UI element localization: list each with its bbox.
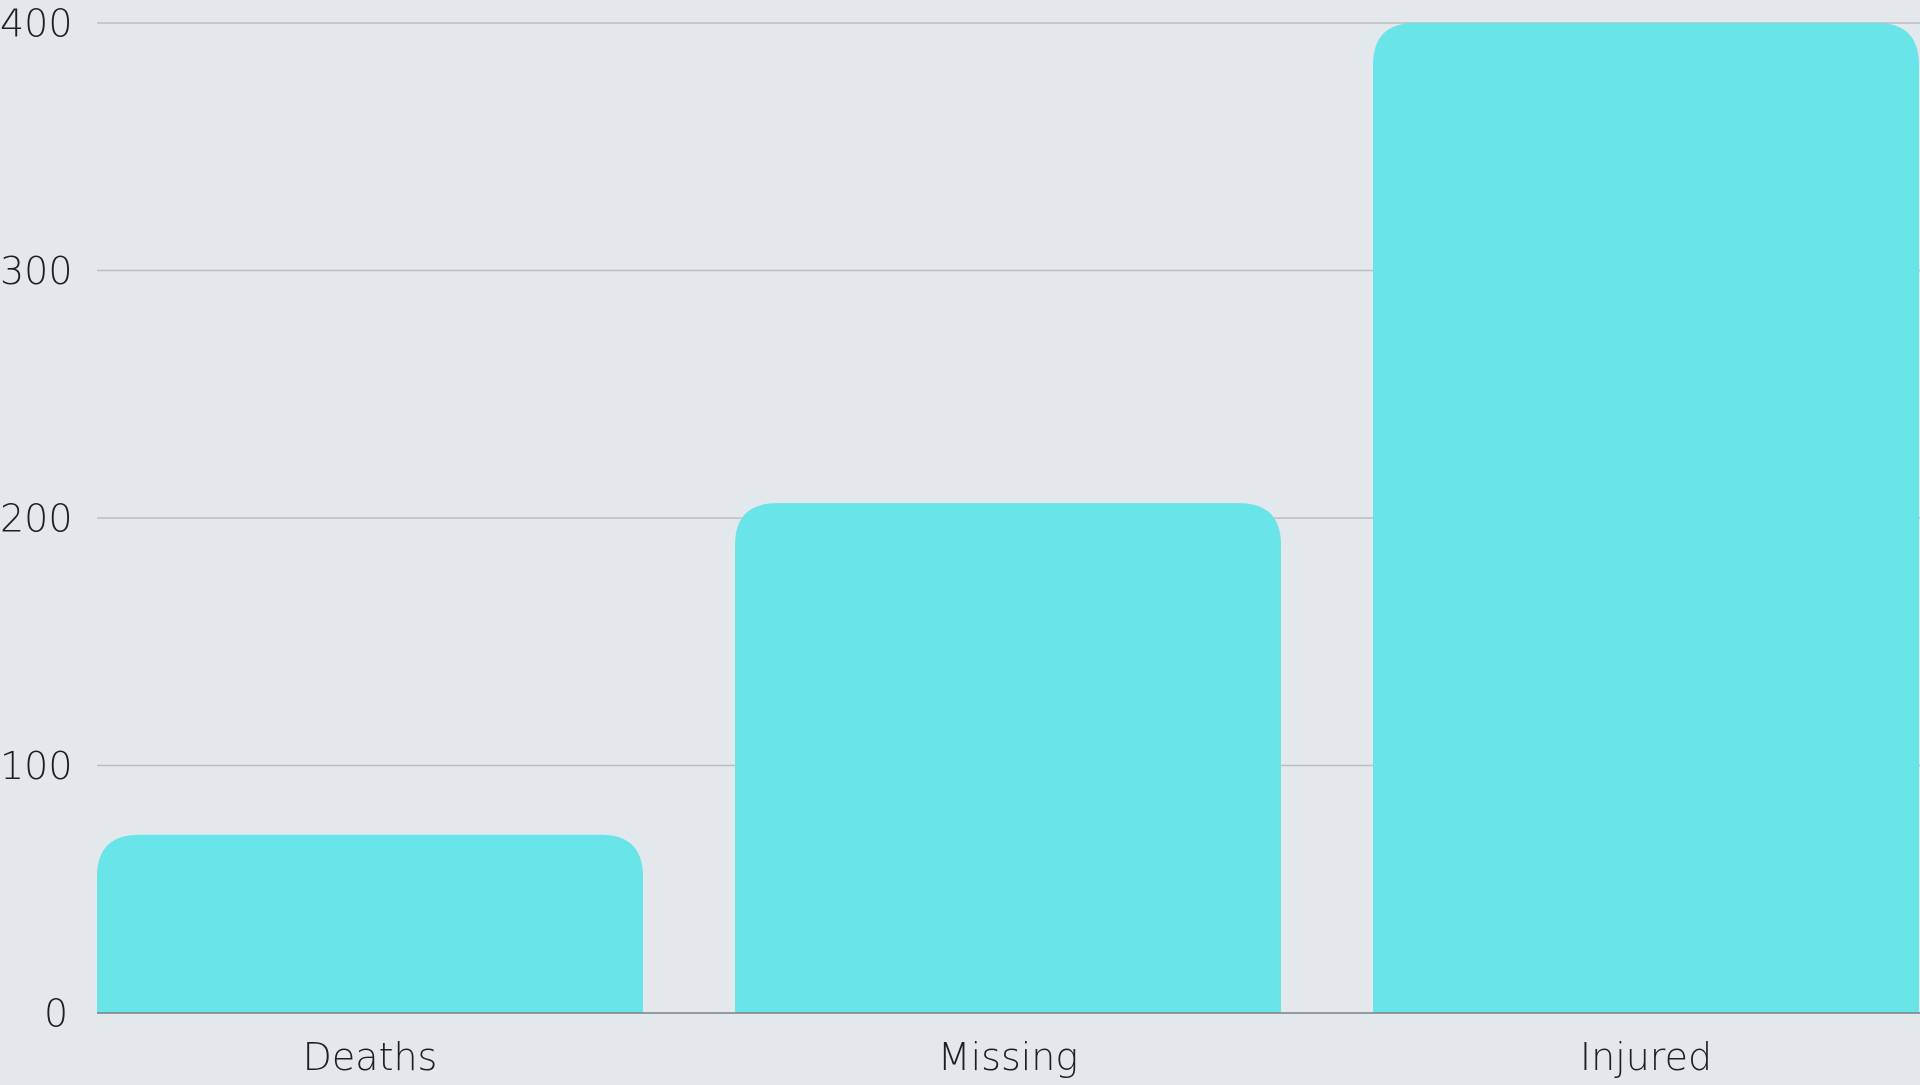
y-axis-ticks: 0 100 200 300 400: [0, 2, 73, 1036]
x-tick-label-missing: Missing: [938, 1035, 1078, 1079]
y-tick-label: 200: [0, 497, 73, 541]
y-tick-label: 400: [0, 2, 73, 46]
y-tick-label: 0: [44, 992, 68, 1036]
bar-deaths[interactable]: [97, 834, 643, 1013]
x-axis-ticks: Deaths Missing Injured: [303, 1035, 1712, 1079]
y-tick-label: 300: [0, 249, 73, 293]
bar-missing[interactable]: [735, 503, 1281, 1013]
x-tick-label-injured: Injured: [1580, 1035, 1712, 1079]
bar-injured[interactable]: [1373, 23, 1919, 1013]
bars: [97, 23, 1919, 1013]
x-tick-label-deaths: Deaths: [303, 1035, 438, 1079]
y-tick-label: 100: [0, 744, 73, 788]
